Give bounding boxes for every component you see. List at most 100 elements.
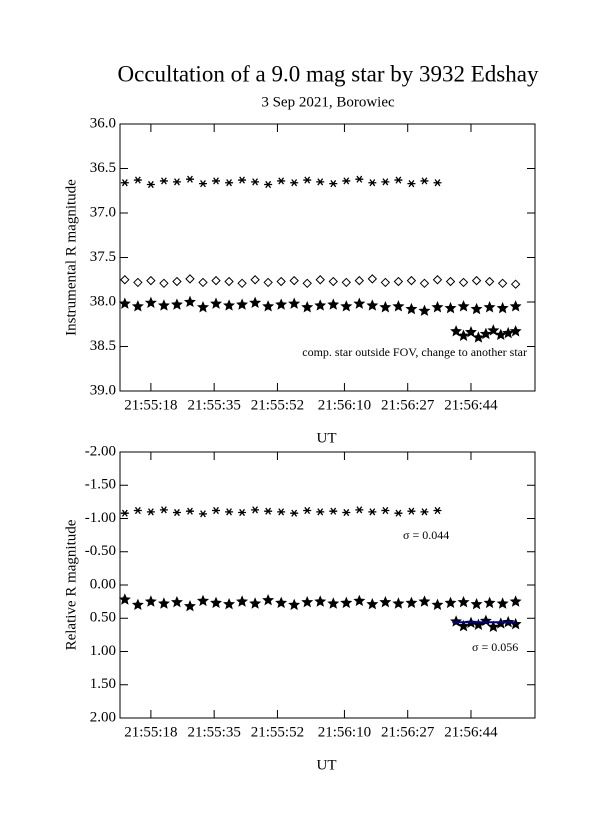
point	[223, 598, 236, 610]
point	[236, 298, 249, 310]
point	[484, 276, 495, 287]
point	[249, 597, 262, 609]
point	[288, 598, 301, 611]
point	[366, 299, 379, 311]
point	[444, 596, 457, 609]
point	[185, 507, 194, 515]
point	[157, 597, 170, 609]
point	[264, 507, 273, 515]
point	[405, 596, 418, 609]
point	[457, 596, 470, 608]
annotation: σ = 0.056	[472, 640, 518, 654]
point	[133, 277, 143, 288]
point	[502, 326, 515, 339]
point	[301, 300, 314, 313]
point	[211, 275, 221, 286]
point	[432, 275, 443, 285]
point	[196, 594, 210, 607]
point	[394, 176, 403, 184]
y-tick-label: 36.5	[90, 160, 116, 176]
x-tick-label: 21:55:18	[124, 397, 177, 413]
point	[251, 178, 260, 186]
point	[212, 177, 221, 185]
point	[340, 300, 353, 312]
point	[327, 597, 340, 609]
point	[329, 507, 338, 515]
point	[170, 298, 183, 310]
point	[170, 596, 183, 608]
point	[316, 508, 325, 516]
point	[420, 508, 429, 516]
point	[275, 298, 288, 310]
point	[277, 508, 286, 516]
y-tick-label: -0.50	[85, 543, 116, 559]
point	[433, 506, 442, 515]
x-tick-label: 21:56:27	[381, 724, 435, 740]
x-tick-label: 21:56:44	[444, 397, 498, 413]
point	[131, 300, 144, 312]
point	[450, 615, 463, 627]
point	[172, 508, 181, 517]
y-tick-label: 38.5	[90, 338, 116, 354]
point	[329, 180, 338, 188]
point	[249, 296, 262, 308]
point	[301, 595, 314, 608]
point	[379, 595, 392, 608]
point	[210, 596, 223, 609]
x-axis-label: UT	[317, 430, 337, 446]
point	[120, 509, 129, 517]
x-axis-label: UT	[317, 757, 337, 773]
y-tick-label: 39.0	[90, 382, 116, 398]
point	[472, 331, 485, 343]
y-tick-label: 36.0	[90, 115, 116, 131]
point	[509, 595, 522, 607]
point	[144, 595, 157, 607]
point	[303, 506, 312, 515]
chart-subtitle: 3 Sep 2021, Borowiec	[261, 94, 395, 110]
x-tick-label: 21:55:52	[251, 397, 304, 413]
point	[131, 598, 144, 611]
point	[487, 620, 500, 632]
y-axis-label: Relative R magnitude	[63, 519, 79, 650]
x-tick-label: 21:56:27	[381, 397, 435, 413]
point	[159, 506, 168, 514]
point	[405, 302, 418, 315]
point	[368, 179, 377, 187]
point	[457, 300, 470, 312]
point	[450, 325, 463, 337]
x-tick-label: 21:55:35	[187, 724, 240, 740]
y-tick-label: 37.0	[90, 204, 116, 220]
point	[406, 275, 417, 286]
point	[393, 276, 404, 287]
point	[368, 508, 377, 516]
y-tick-label: 38.0	[90, 293, 116, 309]
point	[419, 278, 430, 289]
point	[185, 274, 195, 284]
y-tick-label: 2.00	[90, 709, 116, 725]
point	[159, 177, 168, 185]
point	[353, 594, 366, 607]
point	[457, 619, 470, 632]
point	[120, 275, 130, 285]
point	[223, 299, 236, 311]
annotation: comp. star outside FOV, change to anothe…	[302, 345, 527, 359]
point	[210, 297, 223, 309]
point	[433, 179, 442, 187]
point	[431, 598, 444, 611]
point	[407, 180, 416, 188]
x-tick-label: 21:55:52	[251, 724, 304, 740]
point	[118, 297, 131, 309]
y-tick-label: 37.5	[90, 249, 116, 265]
point	[470, 598, 483, 610]
y-tick-label: 0.50	[90, 610, 116, 626]
point	[315, 275, 325, 285]
point	[341, 277, 352, 288]
point	[342, 508, 351, 517]
x-tick-label: 21:56:10	[318, 397, 371, 413]
point	[381, 506, 390, 515]
point	[392, 300, 405, 312]
point	[379, 300, 392, 313]
point	[289, 275, 299, 286]
point	[494, 328, 507, 341]
